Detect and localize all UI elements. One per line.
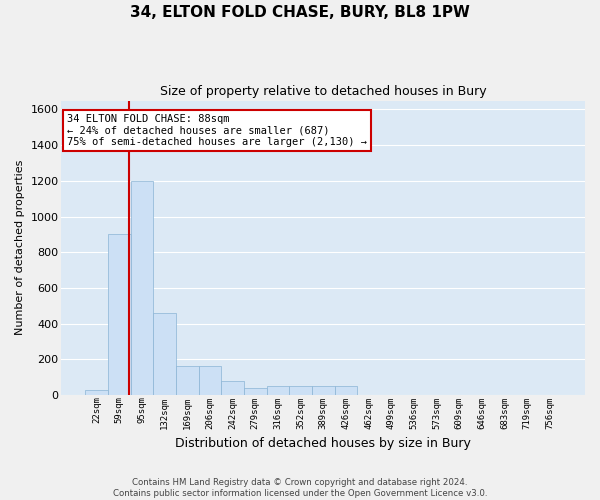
- Title: Size of property relative to detached houses in Bury: Size of property relative to detached ho…: [160, 85, 487, 98]
- Bar: [335, 386, 357, 395]
- Bar: [289, 386, 312, 395]
- Y-axis label: Number of detached properties: Number of detached properties: [15, 160, 25, 336]
- Bar: [131, 181, 153, 395]
- Bar: [85, 390, 108, 395]
- Bar: [153, 313, 176, 395]
- X-axis label: Distribution of detached houses by size in Bury: Distribution of detached houses by size …: [175, 437, 471, 450]
- Bar: [221, 381, 244, 395]
- Bar: [176, 366, 199, 395]
- Bar: [266, 386, 289, 395]
- Bar: [199, 366, 221, 395]
- Text: 34, ELTON FOLD CHASE, BURY, BL8 1PW: 34, ELTON FOLD CHASE, BURY, BL8 1PW: [130, 5, 470, 20]
- Bar: [244, 388, 266, 395]
- Text: 34 ELTON FOLD CHASE: 88sqm
← 24% of detached houses are smaller (687)
75% of sem: 34 ELTON FOLD CHASE: 88sqm ← 24% of deta…: [67, 114, 367, 147]
- Text: Contains HM Land Registry data © Crown copyright and database right 2024.
Contai: Contains HM Land Registry data © Crown c…: [113, 478, 487, 498]
- Bar: [312, 386, 335, 395]
- Bar: [108, 234, 131, 395]
